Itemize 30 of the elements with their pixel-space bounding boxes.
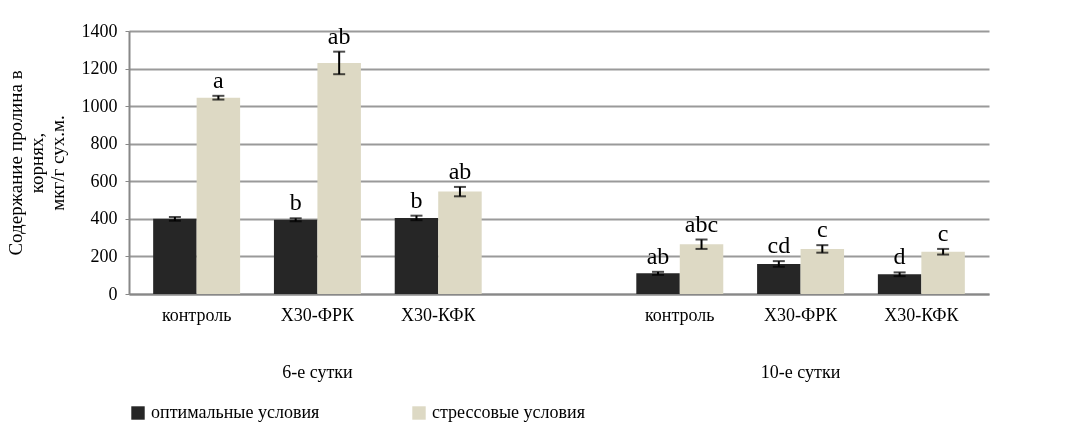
data-label: ab bbox=[646, 242, 670, 269]
y-tick-label: 0 bbox=[108, 283, 118, 304]
x-tick-label: Х30-ФРК bbox=[280, 304, 356, 325]
data-label: a bbox=[213, 66, 225, 93]
legend-label: стрессовые условия bbox=[432, 402, 585, 422]
y-tick-label: 200 bbox=[90, 245, 118, 266]
data-label: abc bbox=[684, 210, 719, 237]
text: 10-е сутки bbox=[760, 362, 841, 382]
data-label: c bbox=[937, 219, 949, 246]
data-label: c bbox=[816, 216, 828, 243]
legend-label: оптимальные условия bbox=[151, 402, 320, 422]
y-tick-label: 1400 bbox=[81, 20, 118, 41]
y-tick-label: 1000 bbox=[81, 95, 118, 116]
y-tick-label: 600 bbox=[90, 170, 118, 191]
y-tick-label: 800 bbox=[90, 133, 118, 154]
data-label: b bbox=[289, 189, 302, 216]
y-tick-label: 400 bbox=[90, 208, 118, 229]
data-label: ab bbox=[327, 22, 351, 49]
x-tick-label: Х30-ФРК bbox=[763, 304, 839, 325]
data-label: cd bbox=[767, 232, 791, 259]
y-axis-title: Содержание пролина в корнях, мкг/г сух.м. bbox=[4, 70, 68, 256]
data-label: ab bbox=[448, 157, 472, 184]
data-label: b bbox=[410, 186, 423, 213]
x-tick-label: Х30-КФК bbox=[884, 304, 960, 325]
text: 6-е сутки bbox=[282, 362, 354, 382]
x-tick-label: контроль bbox=[161, 304, 232, 325]
y-tick-label: 1200 bbox=[81, 58, 118, 79]
x-tick-label: Х30-КФК bbox=[400, 304, 477, 325]
x-tick-label: контроль bbox=[645, 304, 715, 325]
data-label: d bbox=[893, 243, 906, 270]
